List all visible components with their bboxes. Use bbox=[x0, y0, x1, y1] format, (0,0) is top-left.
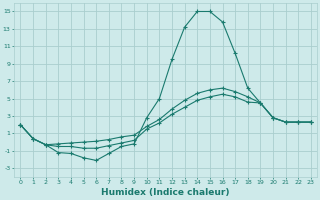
X-axis label: Humidex (Indice chaleur): Humidex (Indice chaleur) bbox=[101, 188, 230, 197]
